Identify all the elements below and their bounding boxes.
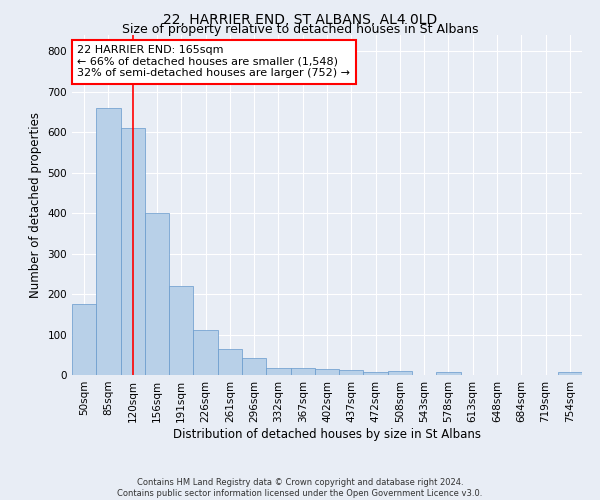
Bar — [364, 372, 388, 375]
Bar — [558, 372, 582, 375]
Text: Size of property relative to detached houses in St Albans: Size of property relative to detached ho… — [122, 22, 478, 36]
Bar — [339, 370, 364, 375]
Bar — [218, 348, 242, 375]
Bar — [169, 286, 193, 375]
Bar — [242, 358, 266, 375]
Bar — [96, 108, 121, 375]
Text: Contains HM Land Registry data © Crown copyright and database right 2024.
Contai: Contains HM Land Registry data © Crown c… — [118, 478, 482, 498]
Bar — [436, 372, 461, 375]
Text: 22 HARRIER END: 165sqm
← 66% of detached houses are smaller (1,548)
32% of semi-: 22 HARRIER END: 165sqm ← 66% of detached… — [77, 45, 350, 78]
Bar — [72, 304, 96, 375]
Y-axis label: Number of detached properties: Number of detached properties — [29, 112, 42, 298]
Bar — [121, 128, 145, 375]
Bar — [388, 372, 412, 375]
Bar — [266, 368, 290, 375]
Bar — [193, 330, 218, 375]
Bar — [290, 368, 315, 375]
Text: 22, HARRIER END, ST ALBANS, AL4 0LD: 22, HARRIER END, ST ALBANS, AL4 0LD — [163, 12, 437, 26]
Bar — [145, 213, 169, 375]
Bar — [315, 370, 339, 375]
X-axis label: Distribution of detached houses by size in St Albans: Distribution of detached houses by size … — [173, 428, 481, 440]
